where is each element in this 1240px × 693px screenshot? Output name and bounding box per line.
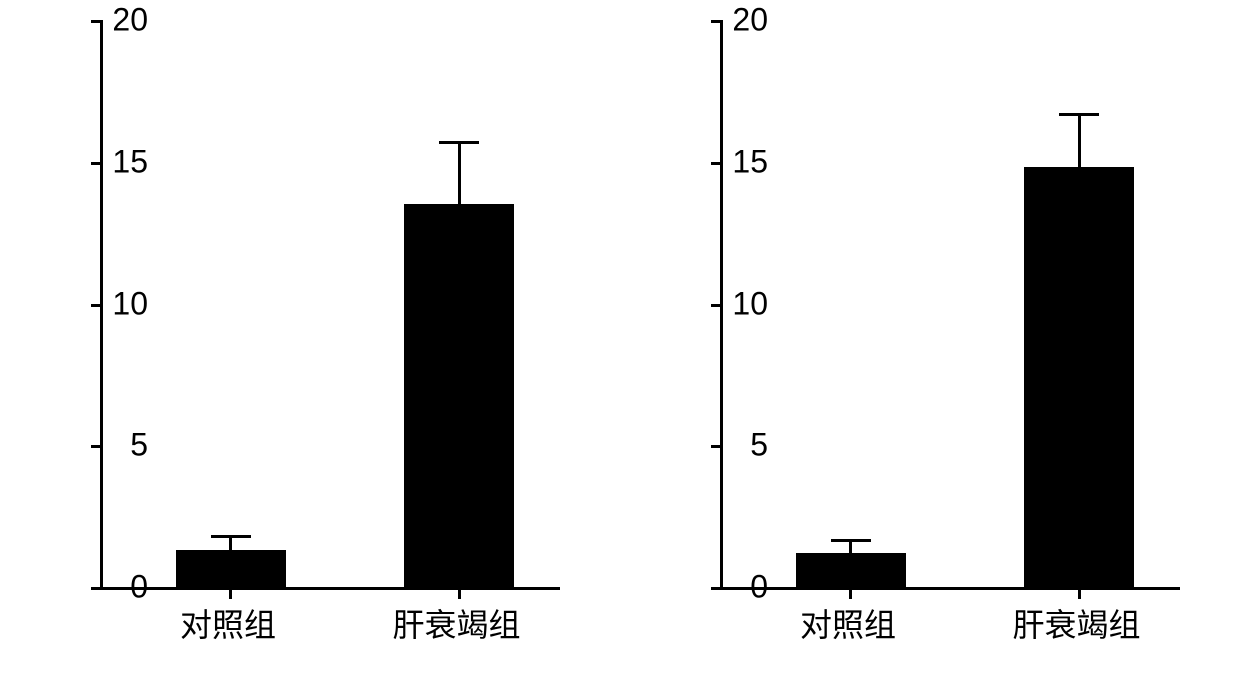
- y-tick-label: 0: [750, 569, 768, 606]
- y-tick: [711, 445, 723, 448]
- x-tick: [458, 587, 461, 599]
- bar: [176, 550, 286, 587]
- y-tick: [91, 445, 103, 448]
- x-tick: [229, 587, 232, 599]
- x-tick: [849, 587, 852, 599]
- panel-left: 0 5 10 15 20 对照组 肝衰竭组: [0, 0, 620, 693]
- y-tick: [91, 20, 103, 23]
- error-bar: [1078, 114, 1081, 168]
- plot-area-left: [100, 20, 560, 590]
- bar: [404, 204, 514, 587]
- y-tick: [711, 587, 723, 590]
- y-tick-label: 20: [732, 2, 768, 39]
- y-tick-label: 0: [130, 569, 148, 606]
- y-tick: [91, 304, 103, 307]
- x-tick: [1078, 587, 1081, 599]
- y-tick: [91, 162, 103, 165]
- y-tick-label: 15: [112, 143, 148, 180]
- y-tick: [711, 20, 723, 23]
- y-tick-label: 5: [130, 427, 148, 464]
- bar: [1024, 167, 1134, 587]
- y-tick: [711, 162, 723, 165]
- y-tick-label: 10: [732, 285, 768, 322]
- plot-area-right: [720, 20, 1180, 590]
- error-bar: [229, 536, 232, 550]
- y-tick-label: 5: [750, 427, 768, 464]
- y-tick: [711, 304, 723, 307]
- error-cap: [211, 535, 251, 538]
- y-tick: [91, 587, 103, 590]
- error-cap: [439, 141, 479, 144]
- y-tick-label: 15: [732, 143, 768, 180]
- y-tick-label: 10: [112, 285, 148, 322]
- error-bar: [458, 142, 461, 204]
- x-tick-label: 对照组: [800, 600, 896, 646]
- x-tick-label: 肝衰竭组: [1012, 600, 1140, 646]
- y-tick-label: 20: [112, 2, 148, 39]
- chart-container: 0 5 10 15 20 对照组 肝衰竭组 0 5 10 15 20 对照组 肝衰竭组: [0, 0, 1240, 693]
- x-tick-label: 肝衰竭组: [392, 600, 520, 646]
- panel-right: 0 5 10 15 20 对照组 肝衰竭组: [620, 0, 1240, 693]
- bar: [796, 553, 906, 587]
- error-cap: [1059, 113, 1099, 116]
- x-tick-label: 对照组: [180, 600, 276, 646]
- error-cap: [831, 539, 871, 542]
